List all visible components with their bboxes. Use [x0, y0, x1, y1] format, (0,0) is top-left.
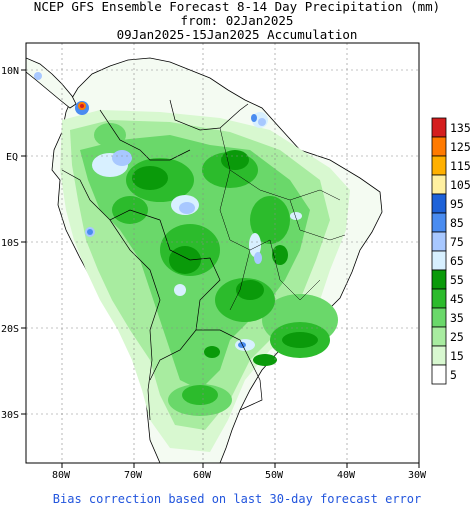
legend-swatch-115 [431, 155, 447, 176]
legend-label-135: 135 [450, 121, 471, 135]
legend-label-75: 75 [450, 235, 464, 249]
legend-label-35: 35 [450, 311, 464, 325]
lat-label-10n: 10N [1, 66, 19, 77]
map-title-line3: 09Jan2025-15Jan2025 Accumulation [116, 27, 358, 42]
precip-green-55 [132, 150, 318, 366]
lat-label-10s: 10S [1, 238, 19, 249]
legend-swatch-15 [431, 345, 447, 366]
legend-label-55: 55 [450, 273, 464, 287]
lon-label-50w: 50W [265, 470, 284, 481]
precip-blue-75 [34, 72, 266, 264]
legend-swatch-25 [431, 326, 447, 347]
legend-label-25: 25 [450, 330, 464, 344]
map-title-line1: NCEP GFS Ensemble Forecast 8-14 Day Prec… [33, 0, 441, 14]
legend-swatch-65 [431, 250, 447, 271]
legend-label-45: 45 [450, 292, 464, 306]
legend-swatch-5 [431, 364, 447, 385]
legend-swatch-75 [431, 231, 447, 252]
legend-label-5: 5 [450, 368, 457, 382]
lon-label-40w: 40W [337, 470, 356, 481]
lat-label-30s: 30S [1, 410, 19, 421]
central-america-landmass [26, 57, 77, 109]
legend-swatch-135 [431, 117, 447, 138]
map-title-line2: from: 02Jan2025 [180, 13, 294, 28]
legend-label-15: 15 [450, 349, 464, 363]
legend-swatch-35 [431, 307, 447, 328]
legend-label-115: 115 [450, 159, 471, 173]
precip-legend: 135 125 115 105 95 85 75 65 55 45 35 25 15 5 [431, 117, 471, 385]
lon-label-60w: 60W [193, 470, 212, 481]
bias-correction-note: Bias correction based on last 30-day for… [52, 492, 422, 506]
legend-label-105: 105 [450, 178, 471, 192]
legend-swatch-45 [431, 288, 447, 309]
graticule [26, 43, 419, 463]
legend-label-85: 85 [450, 216, 464, 230]
legend-swatch-105 [431, 174, 447, 195]
country-borders [61, 99, 263, 421]
legend-swatch-125 [431, 136, 447, 157]
lon-label-80w: 80W [52, 470, 71, 481]
legend-swatch-55 [431, 269, 447, 290]
precip-red-135 [80, 104, 84, 108]
axis-ticks [21, 69, 420, 468]
legend-label-95: 95 [450, 197, 464, 211]
legend-swatch-85 [431, 212, 447, 233]
lon-label-30w: 30W [408, 470, 427, 481]
legend-label-125: 125 [450, 140, 471, 154]
map-frame [25, 42, 420, 464]
lat-label-eq: EQ [6, 152, 18, 163]
legend-swatch-95 [431, 193, 447, 214]
lat-label-20s: 20S [1, 324, 19, 335]
legend-label-65: 65 [450, 254, 464, 268]
lon-label-70w: 70W [124, 470, 143, 481]
